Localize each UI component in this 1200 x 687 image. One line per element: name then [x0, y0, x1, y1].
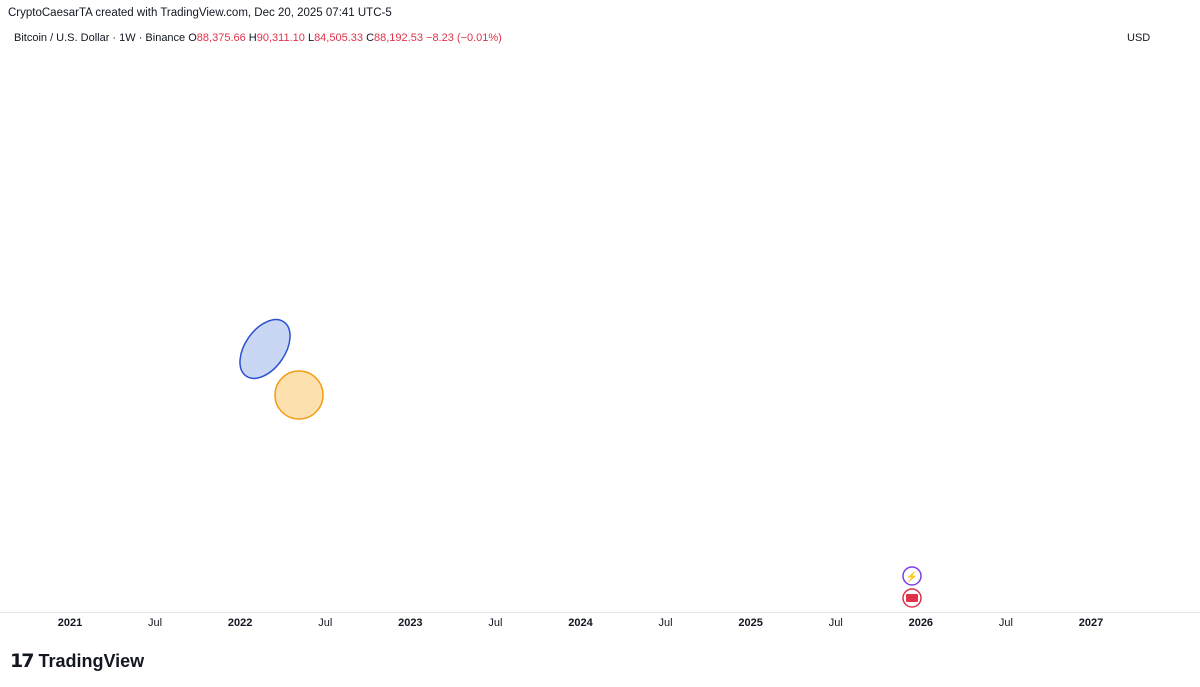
tradingview-brand: TradingView [38, 650, 145, 671]
x-axis-month-label: Jul [318, 617, 332, 629]
chart-attribution: CryptoCaesarTA created with TradingView.… [8, 7, 392, 19]
symbol-legend: Bitcoin / U.S. Dollar · 1W · Binance O88… [14, 32, 502, 44]
currency-label[interactable]: USD [1127, 32, 1151, 44]
x-axis-year-label: 2027 [1079, 617, 1103, 629]
x-axis-year-label: 2021 [58, 617, 82, 629]
x-axis-month-label: Jul [148, 617, 162, 629]
close-key: C [366, 32, 375, 44]
x-axis-year-label: 2026 [909, 617, 933, 629]
orange-circle-highlight [274, 370, 324, 420]
x-axis-month-label: Jul [488, 617, 502, 629]
open-value: 88,375.66 [196, 32, 246, 44]
tradingview-logo[interactable]: 17 TradingView [10, 650, 144, 672]
us-flag-glyph [906, 594, 918, 602]
x-axis-month-label: Jul [999, 617, 1013, 629]
low-key: L [307, 32, 315, 44]
high-value: 90,311.10 [256, 32, 305, 44]
change-value: −8.23 (−0.01%) [426, 32, 502, 44]
x-axis-year-label: 2023 [398, 617, 422, 629]
x-axis-year-label: 2025 [738, 617, 762, 629]
open-key: O [188, 32, 197, 44]
x-axis-month-label: Jul [829, 617, 843, 629]
x-axis-year-label: 2022 [228, 617, 252, 629]
blue-ellipse-highlight [239, 318, 291, 380]
event-lightning-glyph: ⚡ [906, 570, 918, 583]
high-key: H [248, 32, 257, 44]
symbol-title: Bitcoin / U.S. Dollar · 1W · Binance [14, 32, 186, 44]
x-axis-year-label: 2024 [568, 617, 593, 629]
low-value: 84,505.33 [314, 32, 363, 44]
tradingview-mark-icon: 17 [10, 650, 34, 672]
event-lightning-icon[interactable] [902, 566, 922, 586]
x-axis-month-label: Jul [659, 617, 673, 629]
close-value: 88,192.53 [374, 32, 423, 44]
